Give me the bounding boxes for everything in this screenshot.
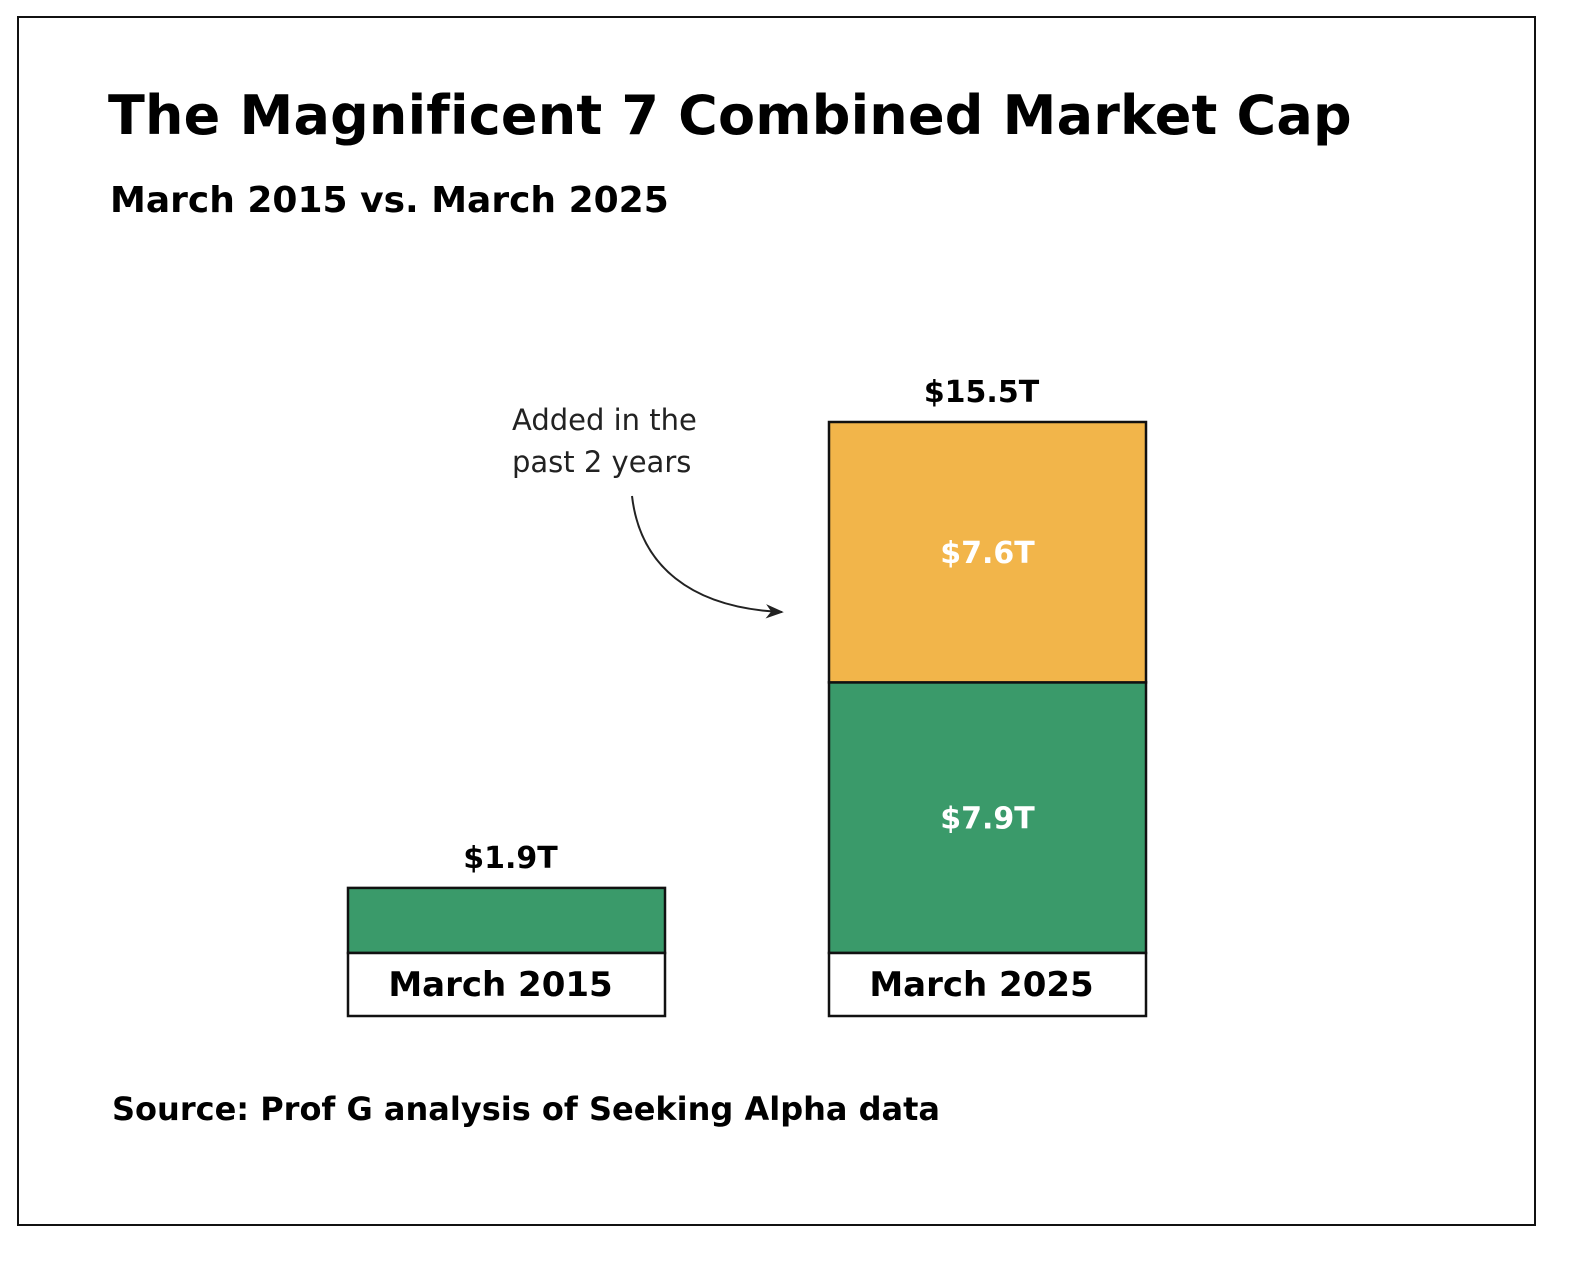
chart-frame [17, 16, 1536, 1226]
chart-subtitle: March 2015 vs. March 2025 [110, 180, 669, 221]
total-value-label: $1.9T [463, 841, 558, 876]
chart-title: The Magnificent 7 Combined Market Cap [108, 84, 1352, 147]
bar-segment-2025-base [827, 681, 1148, 955]
segment-value-label: $7.6T [940, 536, 1035, 571]
category-label-box [346, 951, 667, 1018]
segment-value-label: $7.9T [940, 802, 1035, 837]
category-label: March 2015 [388, 965, 612, 1005]
annotation-line-2: past 2 years [512, 445, 691, 479]
bar-segment-2015-base [346, 886, 667, 955]
source-note: Source: Prof G analysis of Seeking Alpha… [112, 1090, 941, 1128]
category-label: March 2025 [869, 965, 1093, 1005]
total-value-label: $15.5T [924, 375, 1040, 410]
annotation-line-1: Added in the [512, 403, 697, 437]
annotation-arrow [631, 495, 784, 619]
category-label-box [827, 951, 1148, 1018]
bar-segment-2025-added-in-the-past-2-years [827, 420, 1148, 684]
